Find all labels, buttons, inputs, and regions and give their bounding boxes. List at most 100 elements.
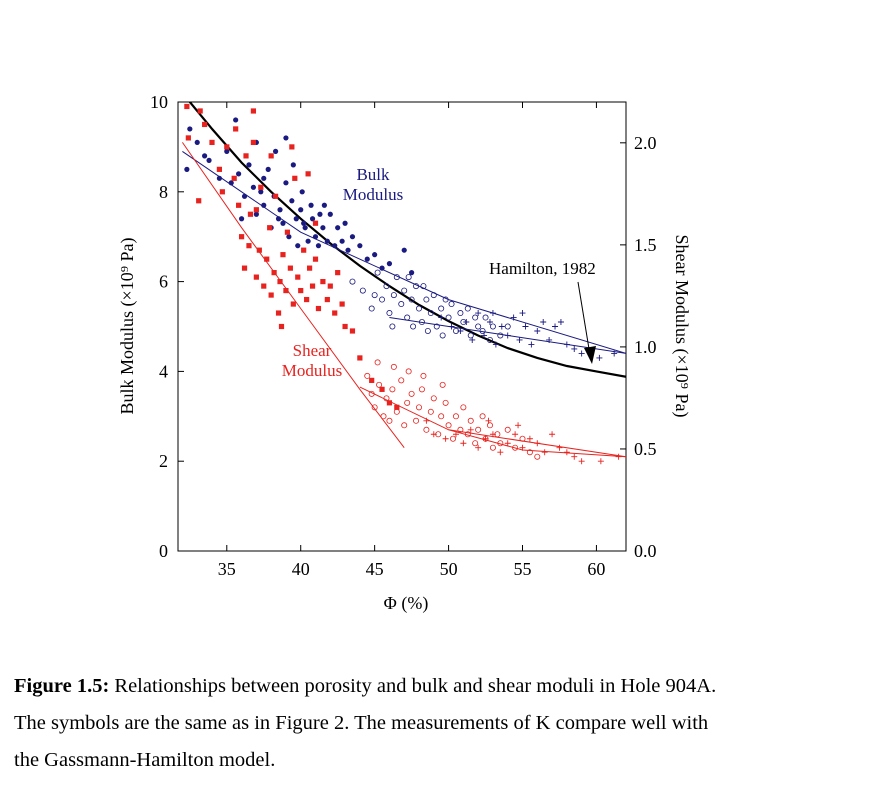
bulk-point-open — [401, 287, 408, 294]
shear-point-plus — [452, 431, 459, 438]
shear-point-square — [283, 287, 289, 294]
shear-point-open — [460, 404, 467, 411]
shear-point-square — [216, 166, 222, 172]
shear-point-plus — [556, 444, 563, 451]
bulk-point-filled — [206, 157, 212, 163]
shear-point-open — [408, 390, 415, 397]
shear-label-line2: Modulus — [282, 361, 342, 380]
bulk-point-filled — [324, 238, 330, 244]
shear-point-square — [238, 234, 245, 240]
bulk-point-filled — [401, 247, 407, 253]
shear-point-square — [256, 247, 262, 253]
shear-point-plus — [578, 458, 585, 465]
bulk-point-plus — [489, 310, 496, 317]
shear-point-open — [389, 386, 396, 393]
bulk-point-filled — [258, 189, 264, 195]
shear-point-open — [393, 408, 400, 415]
bulk-point-filled — [301, 220, 307, 226]
x-tick-label: 35 — [218, 559, 236, 579]
shear-point-open — [364, 372, 371, 379]
shear-point-square — [305, 171, 311, 177]
bulk-point-plus — [448, 323, 455, 330]
bulk-point-open — [410, 323, 417, 330]
bulk-point-plus — [516, 336, 523, 343]
shear-point-open — [489, 444, 496, 451]
shear-point-open — [442, 399, 449, 406]
bulk-point-open — [445, 314, 452, 321]
shear-point-square — [231, 175, 237, 181]
shear-label-line1: Shear — [293, 341, 332, 360]
bulk-point-open — [467, 332, 474, 339]
shear-point-open — [386, 417, 393, 424]
caption-line-1-text: Relationships between porosity and bulk … — [109, 675, 717, 697]
bulk-point-open — [482, 314, 489, 321]
bulk-point-plus — [510, 314, 517, 321]
bulk-point-filled — [272, 148, 279, 154]
bulk-point-open — [416, 305, 423, 312]
bulk-point-filled — [372, 252, 378, 258]
shear-point-square — [246, 243, 252, 249]
y-tick-label-left: 0 — [159, 541, 168, 561]
shear-point-square — [312, 220, 319, 226]
y-axis-title-left: Bulk Modulus (×10⁹ Pa) — [117, 238, 138, 415]
shear-point-open — [380, 413, 387, 420]
shear-point-plus — [467, 426, 474, 433]
hamilton-label: Hamilton, 1982 — [489, 259, 596, 278]
shear-point-plus — [475, 444, 482, 451]
shear-point-square — [280, 252, 286, 258]
bulk-point-open — [405, 274, 412, 281]
bulk-point-filled — [233, 117, 239, 123]
shear-point-plus — [489, 431, 496, 438]
shear-point-square — [253, 274, 259, 280]
bulk-point-filled — [228, 180, 234, 186]
bulk-point-filled — [261, 202, 267, 208]
bulk-point-filled — [293, 216, 299, 222]
caption-line-3: the Gassmann-Hamilton model. — [14, 749, 276, 771]
bulk-point-filled — [246, 162, 252, 168]
shear-point-plus — [497, 449, 504, 456]
shear-point-open — [374, 359, 381, 366]
chart: 35 40 45 50 55 60 0 2 4 6 8 10 0.0 0.5 1.0 1.5 2.0 Φ (%)… — [117, 92, 692, 614]
shear-point-square — [209, 139, 215, 146]
bulk-point-plus — [463, 319, 470, 326]
shear-point-square — [287, 265, 293, 271]
shear-point-square — [253, 207, 259, 213]
bulk-point-open — [489, 323, 496, 330]
bulk-point-open — [393, 274, 400, 281]
y-tick-label-right: 2.0 — [634, 133, 657, 153]
shear-point-open — [445, 422, 452, 429]
shear-point-open — [405, 368, 412, 375]
bulk-point-open — [472, 314, 479, 321]
shear-point-square — [309, 283, 316, 289]
bulk-point-plus — [563, 341, 570, 348]
shear-point-plus — [504, 440, 511, 447]
bulk-point-open — [464, 305, 471, 312]
shear-point-square — [202, 121, 208, 128]
x-tick-label: 55 — [514, 559, 532, 579]
shear-point-open — [427, 408, 434, 415]
bulk-point-plus — [552, 323, 559, 330]
shear-point-plus — [460, 440, 467, 447]
bulk-point-filled — [280, 220, 286, 226]
shear-point-plus — [549, 431, 556, 438]
shear-point-square — [247, 211, 254, 217]
shear-point-square — [339, 301, 345, 307]
y-tick-label-right: 0.0 — [634, 541, 657, 561]
shear-point-square — [332, 310, 338, 316]
bulk-point-open — [420, 283, 427, 290]
shear-point-open — [439, 381, 446, 388]
x-tick-label: 60 — [587, 559, 605, 579]
bulk-point-open — [418, 319, 425, 326]
bulk-point-plus — [486, 319, 493, 326]
shear-point-open — [376, 381, 383, 388]
bulk-point-plus — [534, 327, 541, 334]
bulk-point-filled — [302, 225, 308, 231]
bulk-point-filled — [315, 243, 322, 249]
bulk-point-filled — [321, 202, 327, 208]
y-tick-label-right: 1.5 — [634, 235, 657, 255]
shear-point-square — [184, 103, 190, 110]
y-tick-label-left: 10 — [150, 92, 168, 112]
bulk-point-open — [389, 323, 396, 330]
shear-fit-line — [181, 142, 405, 449]
bulk-point-open — [479, 327, 486, 334]
